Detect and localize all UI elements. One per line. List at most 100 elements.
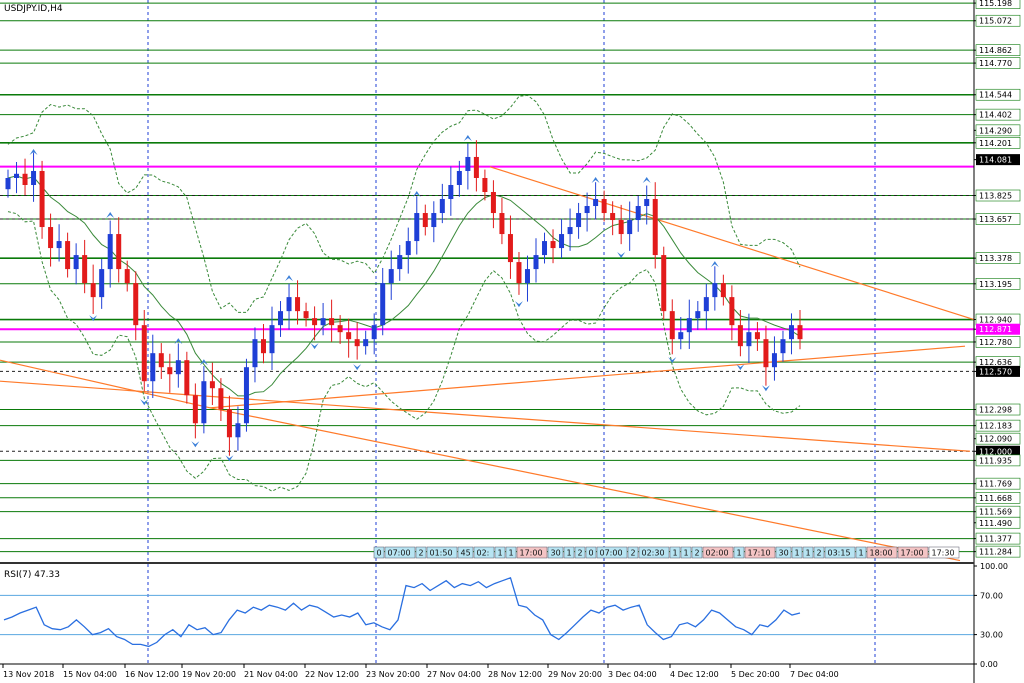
price-box (975, 14, 1021, 27)
event-label: 1 (498, 549, 503, 558)
candle-body (737, 325, 743, 347)
price-box (975, 44, 1021, 56)
band-middle (7, 175, 801, 397)
event-label: 18:00 (870, 549, 893, 558)
price-label: 113.825 (979, 192, 1012, 201)
event-tag (415, 546, 427, 559)
fractal-down-arrow (761, 385, 770, 392)
event-label: 03:15 (828, 549, 851, 558)
price-box (975, 432, 1021, 445)
event-tag (547, 546, 564, 559)
candle-body (56, 241, 62, 249)
candle-body (337, 325, 343, 333)
event-label: 17:30 (932, 549, 955, 558)
candle-body (618, 220, 624, 235)
rsi-title: RSI(7) 47.33 (4, 570, 60, 580)
event-tag (744, 546, 776, 559)
event-label: 01:50 (430, 549, 453, 558)
price-label: 112.780 (979, 338, 1012, 347)
price-box (975, 419, 1021, 432)
candle-body (627, 220, 633, 235)
candle-body (235, 423, 241, 438)
price-label: 112.183 (979, 422, 1012, 431)
chart-title: USDJPY.ID,H4 (4, 4, 63, 14)
candle-body (158, 353, 164, 368)
price-box (975, 516, 1021, 529)
price-label: 111.569 (979, 508, 1012, 517)
fractal-up-arrow (642, 177, 651, 184)
candle-body (516, 262, 522, 284)
candle-body (414, 213, 420, 242)
price-label: 112.871 (979, 325, 1012, 334)
candle-body (797, 325, 803, 340)
candle-body (567, 227, 573, 235)
time-label: 23 Nov 20:00 (366, 670, 420, 679)
price-box (975, 532, 1021, 545)
event-label: 2 (631, 549, 636, 558)
candle-body (712, 283, 718, 298)
event-label: 2 (695, 549, 700, 558)
price-box (975, 545, 1021, 558)
event-tag (702, 546, 734, 559)
candle-body (593, 199, 599, 207)
event-tag (866, 546, 898, 559)
time-label: 29 Nov 20:00 (548, 670, 602, 679)
candle-body (150, 353, 156, 382)
time-label: 22 Nov 12:00 (305, 670, 359, 679)
trend-line (489, 166, 975, 321)
price-box (975, 454, 1021, 467)
candle-body (303, 311, 309, 319)
fractal-up-arrow (199, 359, 208, 366)
price-label: 112.090 (979, 435, 1012, 444)
event-label: 1 (684, 549, 689, 558)
candle-body (278, 311, 284, 326)
price-label: 112.570 (979, 367, 1012, 376)
price-label: 114.770 (979, 59, 1012, 68)
price-box (975, 403, 1021, 416)
band-upper (7, 94, 801, 313)
fractal-up-arrow (29, 148, 38, 155)
bollinger-bands (7, 94, 801, 492)
price-label: 113.657 (979, 215, 1012, 224)
fractal-up-arrow (285, 275, 294, 282)
event-tag (928, 546, 960, 559)
candle-body (576, 213, 582, 228)
event-label: 1 (795, 549, 800, 558)
candle-body (82, 255, 88, 284)
candle-body (788, 325, 794, 340)
candle-body (133, 283, 139, 326)
event-tag (824, 546, 856, 559)
event-tag (638, 546, 670, 559)
candle-body (703, 297, 709, 312)
candle-body (99, 269, 105, 298)
candle-body (550, 241, 556, 249)
candle-body (124, 269, 130, 284)
event-label: 02:00 (706, 549, 729, 558)
price-label: 111.284 (979, 548, 1012, 557)
price-box (975, 252, 1021, 264)
rsi-line (3, 576, 801, 648)
candle-body (456, 170, 462, 185)
candle-body (490, 192, 496, 214)
time-label: 27 Nov 04:00 (427, 670, 481, 679)
candle-body (780, 339, 786, 354)
fractal-up-arrow (591, 177, 600, 184)
candle-body (601, 199, 607, 214)
event-tag (373, 546, 385, 559)
event-tag (855, 546, 867, 559)
candle-body (542, 241, 548, 256)
candle-body (354, 339, 360, 347)
time-label: 16 Nov 12:00 (125, 670, 179, 679)
candle-body (295, 297, 301, 312)
candle-body (678, 332, 684, 340)
trend-line (209, 345, 966, 409)
candle-body (695, 311, 701, 319)
candle-body (652, 199, 658, 256)
candle-body (499, 213, 505, 235)
candle-body (422, 213, 428, 228)
candle-body (720, 283, 726, 298)
price-label: 114.290 (979, 126, 1012, 135)
rsi-tick-label: 70.00 (980, 591, 1003, 600)
candle-body (346, 332, 352, 340)
